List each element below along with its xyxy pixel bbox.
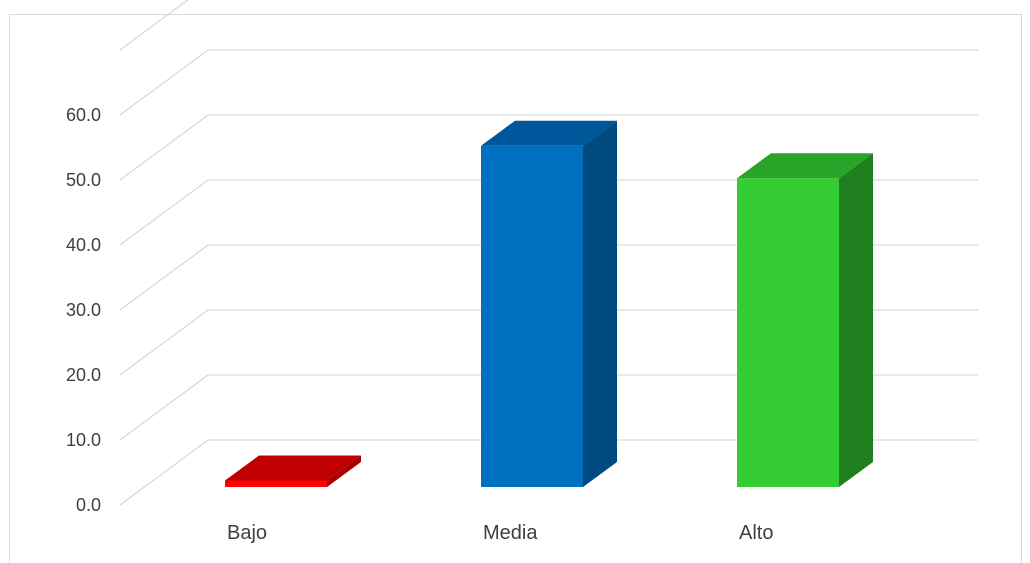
bars [225, 120, 873, 487]
gridline-diagonal [119, 374, 209, 441]
bar-top [225, 455, 361, 481]
y-tick-label: 60.0 [66, 105, 101, 125]
x-category-label: Bajo [227, 522, 267, 544]
bar-top [481, 120, 617, 146]
gridline-diagonal [119, 309, 209, 376]
y-tick-label: 40.0 [66, 235, 101, 255]
chart-frame [9, 14, 1022, 563]
bar-media [481, 120, 617, 487]
y-axis-ticks: 0.0 10.0 20.0 30.0 40.0 50.0 60.0 [66, 105, 101, 515]
bar-top [737, 153, 873, 179]
bar-side [839, 153, 873, 487]
x-category-label: Media [483, 522, 538, 544]
bar-side [327, 455, 361, 487]
y-tick-label: 30.0 [66, 300, 101, 320]
bar-front [737, 178, 839, 487]
bar-front [481, 145, 583, 487]
gridline-diagonal [119, 49, 209, 116]
gridline-diagonal [119, 244, 209, 311]
y-tick-label: 20.0 [66, 365, 101, 385]
gridline-diagonal [119, 179, 209, 246]
bar-front [225, 480, 327, 487]
bar-alto [737, 153, 873, 487]
y-tick-label: 50.0 [66, 170, 101, 190]
gridline-diagonal [119, 439, 209, 506]
gridline-diagonal [119, 0, 189, 51]
x-axis-labels: Bajo Media Alto [227, 522, 773, 544]
x-category-label: Alto [739, 522, 773, 544]
y-tick-label: 0.0 [76, 495, 101, 515]
bar-side [583, 120, 617, 487]
bar-bajo [225, 455, 361, 487]
gridline-diagonal [119, 114, 209, 181]
y-tick-label: 10.0 [66, 430, 101, 450]
